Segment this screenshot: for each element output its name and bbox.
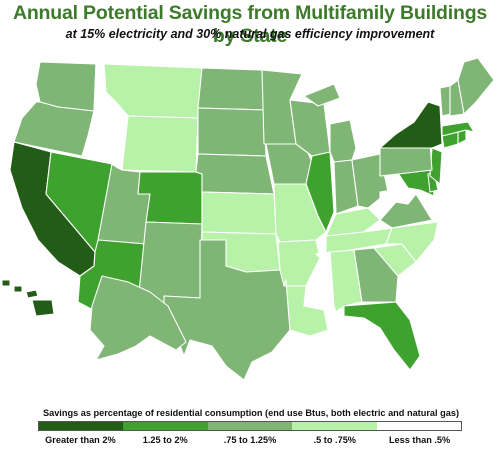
state-ma xyxy=(441,121,475,137)
state-ga xyxy=(353,247,399,303)
legend-label-4: Less than .5% xyxy=(388,435,451,445)
legend-swatch-0 xyxy=(39,422,124,430)
legend-labels: Greater than 2% 1.25 to 2% .75 to 1.25% … xyxy=(38,435,462,445)
state-ne xyxy=(195,153,275,195)
legend-swatch-4 xyxy=(376,422,462,430)
legend-swatch-3 xyxy=(292,422,377,430)
legend-label-0: Greater than 2% xyxy=(45,435,116,445)
legend-label-1: 1.25 to 2% xyxy=(142,435,188,445)
legend-swatch-2 xyxy=(207,422,293,430)
map-title: Annual Potential Savings from Multifamil… xyxy=(12,2,488,47)
state-ks xyxy=(201,191,277,235)
state-nd xyxy=(197,67,265,111)
legend-label-3: .5 to .75% xyxy=(313,435,356,445)
state-hi xyxy=(1,279,55,317)
state-la xyxy=(283,279,329,337)
state-fl xyxy=(343,301,421,371)
legend-label-2: .75 to 1.25% xyxy=(223,435,277,445)
legend-title: Savings as percentage of residential con… xyxy=(42,408,460,418)
state-ny xyxy=(379,101,443,149)
state-oh xyxy=(351,153,389,209)
state-wy xyxy=(121,115,199,173)
state-wv xyxy=(379,175,409,221)
state-vt xyxy=(439,85,451,117)
state-ak xyxy=(89,275,187,361)
state-me xyxy=(457,57,495,115)
state-mt xyxy=(103,63,203,119)
state-sd xyxy=(197,107,267,157)
legend-swatch-1 xyxy=(123,422,208,430)
state-ky xyxy=(325,207,381,237)
us-states-map xyxy=(1,57,495,381)
map-subtitle: at 15% electricity and 30% natural gas e… xyxy=(65,27,435,41)
legend-color-bar xyxy=(38,421,462,431)
state-pa xyxy=(379,143,433,177)
